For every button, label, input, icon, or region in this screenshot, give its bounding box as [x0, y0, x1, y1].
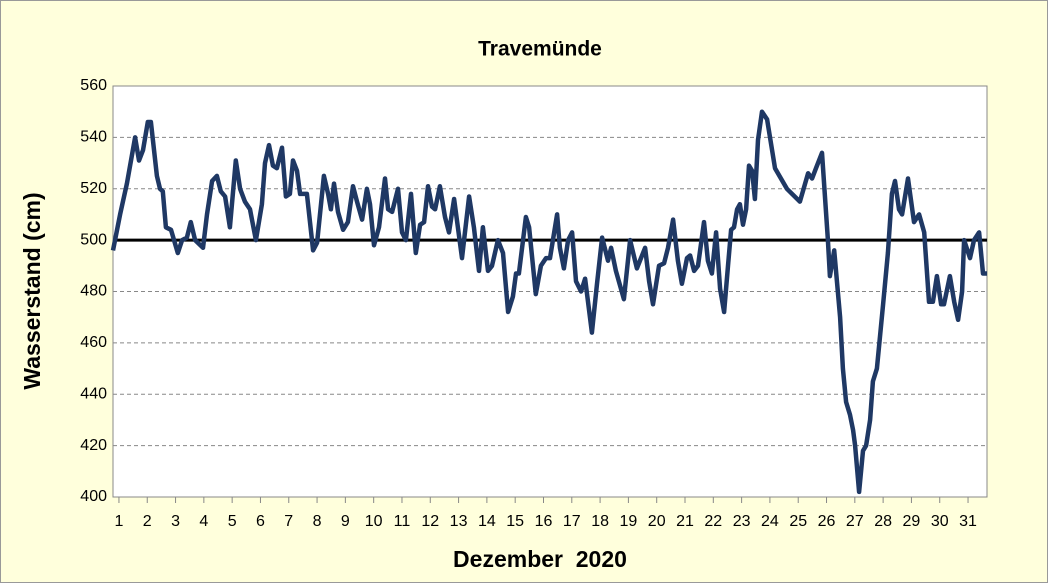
- x-tick-label: 21: [676, 513, 694, 530]
- x-tick-label: 18: [591, 513, 609, 530]
- x-tick-label: 14: [478, 513, 496, 530]
- y-tick-label: 500: [80, 231, 107, 248]
- x-tick-label: 20: [648, 513, 666, 530]
- y-tick-label: 420: [80, 437, 107, 454]
- x-tick-label: 13: [450, 513, 468, 530]
- x-tick-label: 16: [535, 513, 553, 530]
- x-tick-label: 10: [365, 513, 383, 530]
- x-tick-label: 27: [846, 513, 864, 530]
- y-tick-label: 400: [80, 488, 107, 505]
- x-tick-label: 11: [394, 513, 411, 530]
- x-tick-label: 26: [818, 513, 836, 530]
- x-tick-label: 17: [563, 513, 581, 530]
- y-tick-label: 520: [80, 180, 107, 197]
- y-axis-label: Wasserstand (cm): [19, 192, 45, 389]
- data-line: [110, 109, 987, 495]
- x-tick-label: 4: [199, 513, 208, 530]
- x-tick-label: 1: [114, 513, 123, 530]
- x-tick-label: 3: [171, 513, 180, 530]
- x-tick-label: 29: [903, 513, 921, 530]
- x-tick-label: 5: [228, 513, 237, 530]
- x-tick-label: 28: [874, 513, 892, 530]
- y-tick-label: 460: [80, 334, 107, 351]
- x-tick-label: 31: [959, 513, 977, 530]
- x-tick-label: 30: [931, 513, 949, 530]
- y-tick-label: 480: [80, 283, 107, 300]
- x-tick-label: 6: [256, 513, 265, 530]
- x-tick-label: 8: [313, 513, 322, 530]
- y-tick-label: 540: [80, 129, 107, 146]
- x-tick-label: 2: [143, 513, 152, 530]
- x-tick-label: 9: [341, 513, 350, 530]
- x-tick-label: 25: [789, 513, 807, 530]
- y-tick-label: 560: [80, 77, 107, 94]
- x-tick-label: 23: [733, 513, 751, 530]
- x-tick-label: 15: [506, 513, 524, 530]
- chart-title: Travemünde: [478, 38, 602, 61]
- x-tick-label: 12: [421, 513, 439, 530]
- x-tick-label: 19: [620, 513, 638, 530]
- y-tick-label: 440: [80, 385, 107, 402]
- x-tick-label: 22: [704, 513, 722, 530]
- x-tick-label: 7: [284, 513, 293, 530]
- x-tick-label: 24: [761, 513, 779, 530]
- x-axis-label: Dezember 2020: [453, 546, 627, 572]
